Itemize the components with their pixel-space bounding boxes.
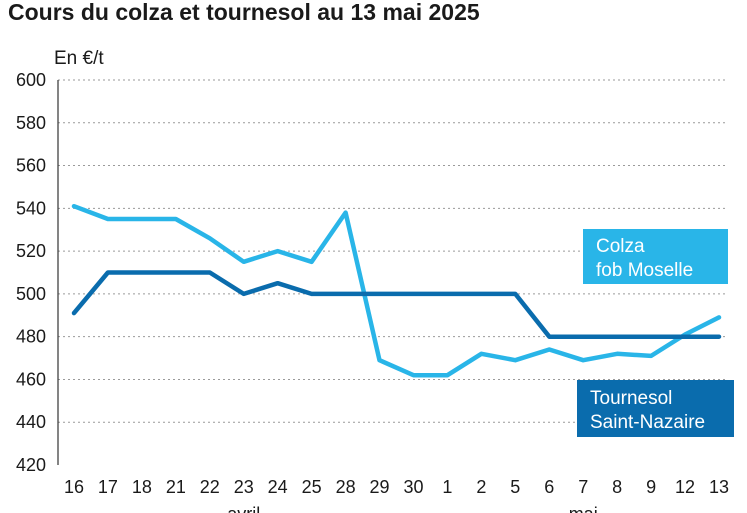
- legend-tournesol-box: [577, 380, 734, 437]
- y-tick-label: 520: [16, 241, 46, 261]
- y-tick-label: 440: [16, 412, 46, 432]
- x-tick-label: 12: [675, 477, 695, 497]
- x-tick-label: 29: [370, 477, 390, 497]
- x-tick-label: 5: [510, 477, 520, 497]
- month-label: avril: [227, 504, 260, 513]
- legend-colza-label-line2: fob Moselle: [596, 260, 693, 281]
- x-tick-label: 7: [578, 477, 588, 497]
- x-tick-label: 25: [302, 477, 322, 497]
- x-tick-label: 1: [442, 477, 452, 497]
- y-tick-label: 500: [16, 284, 46, 304]
- month-labels: avril mai: [227, 504, 597, 513]
- legend-colza-label-line1: Colza: [596, 236, 645, 257]
- y-tick-label: 580: [16, 113, 46, 133]
- x-tick-label: 22: [200, 477, 220, 497]
- x-tick-label: 13: [709, 477, 729, 497]
- legend-tournesol-label-line2: Saint-Nazaire: [590, 412, 705, 433]
- x-axis-ticks: 16 17 18 21 22 23 24 25 28 29 30 1 2 5 6 7 8 9 12 13: [64, 477, 729, 497]
- x-tick-label: 30: [403, 477, 423, 497]
- x-tick-label: 8: [612, 477, 622, 497]
- y-tick-label: 420: [16, 455, 46, 475]
- y-tick-label: 540: [16, 198, 46, 218]
- x-tick-label: 23: [234, 477, 254, 497]
- y-tick-label: 560: [16, 156, 46, 176]
- series-lines: [71, 203, 722, 378]
- x-tick-label: 21: [166, 477, 186, 497]
- gridlines: [58, 79, 727, 423]
- legend-colza-box: [583, 229, 728, 284]
- legend-tournesol-label-line1: Tournesol: [590, 388, 672, 409]
- series-line-colza: [71, 203, 722, 378]
- series-line-tournesol: [71, 270, 722, 339]
- x-tick-label: 18: [132, 477, 152, 497]
- x-tick-label: 16: [64, 477, 84, 497]
- y-axis-ticks: 420 440 460 480 500 520 540 560 580 600: [16, 70, 46, 475]
- y-tick-label: 600: [16, 70, 46, 90]
- y-axis-unit-label: En €/t: [54, 48, 104, 69]
- y-tick-label: 480: [16, 327, 46, 347]
- legend-colza: Colza fob Moselle: [583, 229, 728, 284]
- x-tick-label: 6: [544, 477, 554, 497]
- x-tick-label: 24: [268, 477, 288, 497]
- y-tick-label: 460: [16, 369, 46, 389]
- x-tick-label: 9: [646, 477, 656, 497]
- legend-tournesol: Tournesol Saint-Nazaire: [577, 380, 734, 437]
- x-tick-label: 17: [98, 477, 118, 497]
- month-label: mai: [569, 504, 598, 513]
- x-tick-label: 2: [476, 477, 486, 497]
- chart-title: Cours du colza et tournesol au 13 mai 20…: [8, 0, 480, 25]
- x-tick-label: 28: [336, 477, 356, 497]
